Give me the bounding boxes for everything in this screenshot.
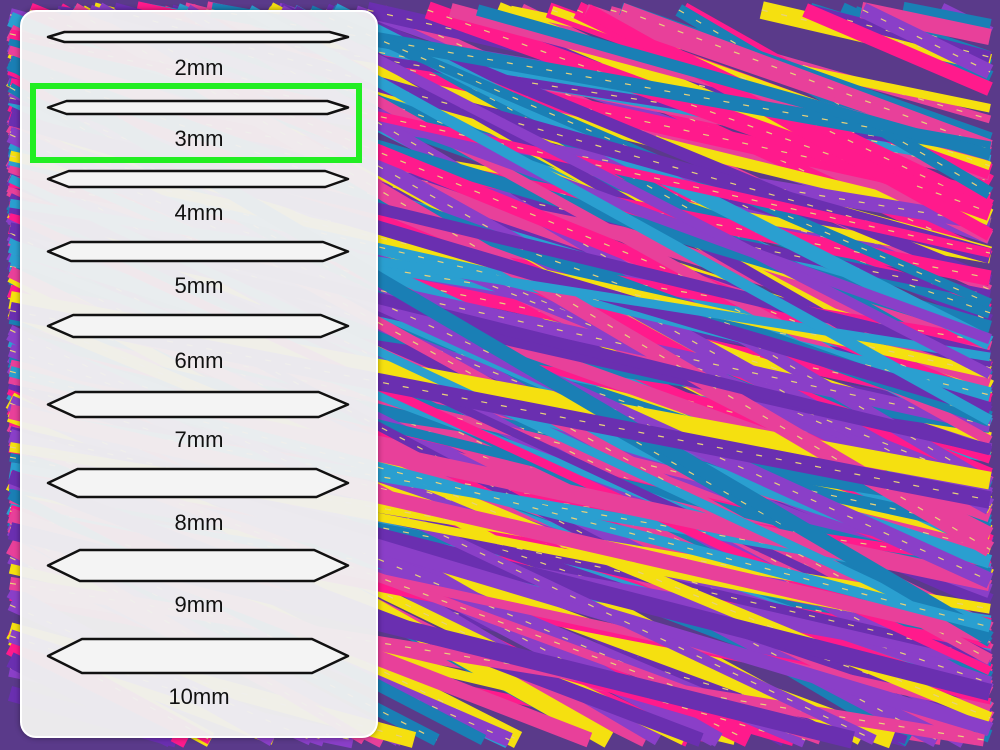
needle-size-label: 7mm <box>174 427 224 452</box>
needle-size-label: 5mm <box>174 273 224 298</box>
needle-size-chart: 2mm 3mm 4mm 5mm 6mm 7mm 8mm 9mm 10mm <box>20 10 378 738</box>
needle-7mm-shape <box>46 390 350 418</box>
needle-6mm-shape <box>46 313 350 339</box>
gold-thread <box>9 200 991 406</box>
gold-thread <box>862 9 991 73</box>
gold-thread <box>9 370 991 628</box>
needle-size-label: 9mm <box>174 592 224 617</box>
gold-thread <box>9 208 991 426</box>
selected-size-highlight-box <box>30 83 362 163</box>
needle-9mm-shape <box>46 548 350 582</box>
needle-8mm-shape <box>46 467 350 499</box>
needle-10mm-shape <box>46 637 350 675</box>
needle-size-label: 2mm <box>174 55 224 80</box>
yarn-strand <box>901 1 992 36</box>
yarn-strand <box>802 3 993 96</box>
needle-3mm-shape <box>46 99 350 115</box>
needle-size-label: 8mm <box>174 510 224 535</box>
gold-thread <box>577 9 991 209</box>
yarn-strand <box>584 4 994 241</box>
needle-2mm-shape <box>46 30 350 44</box>
gold-thread <box>621 9 991 148</box>
needle-size-label: 3mm <box>174 126 224 151</box>
needle-size-label: 4mm <box>174 200 224 225</box>
gold-thread <box>9 487 908 741</box>
yarn-strand <box>476 4 992 161</box>
needle-5mm-shape <box>46 240 350 262</box>
needle-4mm-shape <box>46 169 350 189</box>
needle-size-label: 6mm <box>174 348 224 373</box>
needle-size-label: 10mm <box>168 684 230 709</box>
gold-thread <box>310 9 991 304</box>
yarn-strand <box>279 5 993 379</box>
